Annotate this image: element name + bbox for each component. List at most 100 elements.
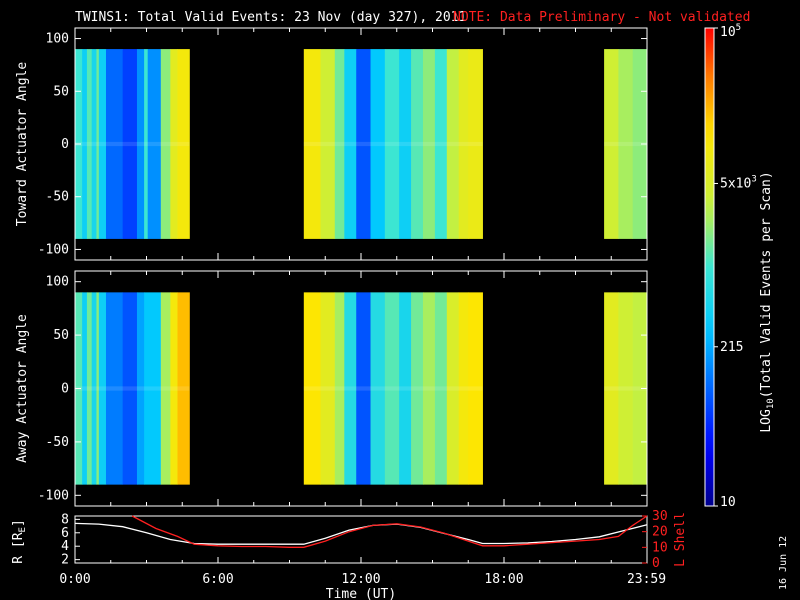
- mid-ytick-label-0: 100: [46, 275, 69, 290]
- top-column-4: [96, 49, 100, 239]
- mid-ytick-label-3: -50: [46, 435, 69, 450]
- x-axis-label: Time (UT): [326, 587, 396, 600]
- date-stamp: 16 Jun 12: [778, 536, 789, 590]
- r-ytick-label-3: 8: [61, 512, 69, 527]
- mid-column-3: [91, 292, 97, 485]
- mid-column-10: [160, 292, 171, 485]
- top-column-10: [147, 49, 162, 239]
- top-column-9: [144, 49, 149, 239]
- panel-top-heatmap: 100 50 0 -50 -100 Toward Actuator Angle: [15, 27, 648, 261]
- top-column-27: [468, 49, 483, 239]
- mid-column-1: [82, 292, 88, 485]
- top-column-7: [122, 49, 138, 239]
- mid-zero-band-0: [75, 386, 190, 391]
- mid-column-9: [144, 292, 162, 485]
- mid-ylabel: Away Actuator Angle: [15, 314, 30, 463]
- top-column-16: [334, 49, 345, 239]
- mid-zero-band-2: [604, 386, 647, 391]
- lshell-ytick-label-2: 20: [652, 525, 668, 540]
- top-ylabel: Toward Actuator Angle: [15, 62, 30, 227]
- plot-title: TWINS1: Total Valid Events: 23 Nov (day …: [75, 10, 466, 25]
- mid-zero-band-1: [303, 386, 483, 391]
- top-column-3: [91, 49, 97, 239]
- top-column-22: [411, 49, 424, 239]
- mid-column-7: [122, 292, 138, 485]
- lshell-ytick-label-0: 0: [652, 556, 660, 571]
- top-column-20: [384, 49, 400, 239]
- mid-column-19: [384, 292, 400, 485]
- top-column-29: [618, 49, 634, 239]
- mid-column-20: [399, 292, 412, 485]
- mid-column-14: [320, 292, 336, 485]
- top-ytick-label-1: 50: [53, 84, 69, 99]
- xtick-label-1: 6:00: [202, 572, 233, 587]
- top-zero-band-1: [303, 141, 483, 147]
- top-column-19: [370, 49, 386, 239]
- top-column-23: [422, 49, 436, 239]
- mid-ytick-label-4: -100: [38, 488, 69, 503]
- colorbar-tick-label-1: 215: [720, 340, 743, 355]
- top-column-18: [356, 49, 371, 239]
- mid-column-2: [86, 292, 93, 485]
- mid-ytick-label-1: 50: [53, 328, 69, 343]
- mid-column-15: [334, 292, 345, 485]
- mid-column-23: [434, 292, 448, 485]
- top-column-6: [105, 49, 124, 239]
- series-l-shell-line: [131, 515, 648, 548]
- colorbar-tick-label-0: 10: [720, 495, 736, 510]
- colorbar-tick-label-2: 5x103: [720, 174, 757, 191]
- mid-column-17: [356, 292, 371, 485]
- top-column-13: [177, 49, 190, 239]
- top-column-17: [344, 49, 357, 239]
- top-column-14: [303, 49, 321, 239]
- mid-column-25: [458, 292, 469, 485]
- xtick-label-4: 23:59: [627, 572, 666, 587]
- mid-column-24: [446, 292, 460, 485]
- mid-column-4: [96, 292, 100, 485]
- mid-column-12: [177, 292, 190, 485]
- top-column-12: [170, 49, 178, 239]
- mid-column-11: [170, 292, 178, 485]
- top-zero-band-2: [604, 141, 647, 147]
- mid-column-26: [468, 292, 483, 485]
- lshell-ytick-label-3: 30: [652, 509, 668, 524]
- top-column-28: [604, 49, 619, 239]
- preliminary-note: NOTE: Data Preliminary - Not validated: [453, 10, 750, 25]
- top-column-24: [434, 49, 448, 239]
- top-column-8: [136, 49, 145, 239]
- top-column-1: [82, 49, 88, 239]
- r-ytick-label-0: 2: [61, 553, 69, 568]
- r-ytick-label-1: 4: [61, 539, 69, 554]
- top-ytick-label-4: -100: [38, 242, 69, 257]
- mid-column-29: [632, 292, 648, 485]
- top-zero-band-0: [75, 141, 190, 147]
- top-column-25: [446, 49, 460, 239]
- top-ytick-label-2: 0: [61, 137, 69, 152]
- mid-column-18: [370, 292, 386, 485]
- mid-column-5: [98, 292, 107, 485]
- top-column-5: [98, 49, 107, 239]
- mid-column-13: [303, 292, 321, 485]
- mid-column-28: [618, 292, 634, 485]
- top-column-21: [399, 49, 412, 239]
- top-column-26: [458, 49, 469, 239]
- mid-ytick-label-2: 0: [61, 382, 69, 397]
- r-ytick-label-2: 6: [61, 526, 69, 541]
- colorbar-gradient: [704, 27, 715, 507]
- mid-column-27: [604, 292, 619, 485]
- xtick-label-2: 12:00: [341, 572, 380, 587]
- top-ytick-label-0: 100: [46, 32, 69, 47]
- top-column-15: [320, 49, 336, 239]
- xtick-label-0: 0:00: [59, 572, 90, 587]
- top-column-30: [632, 49, 648, 239]
- panel-middle-heatmap: 100 50 0 -50 -100 Away Actuator Angle: [15, 270, 648, 507]
- mid-column-22: [422, 292, 436, 485]
- r-axis-label: R [RE]: [11, 519, 28, 564]
- mid-column-6: [105, 292, 124, 485]
- lshell-ytick-label-1: 10: [652, 540, 668, 555]
- top-column-11: [160, 49, 171, 239]
- mid-column-8: [136, 292, 145, 485]
